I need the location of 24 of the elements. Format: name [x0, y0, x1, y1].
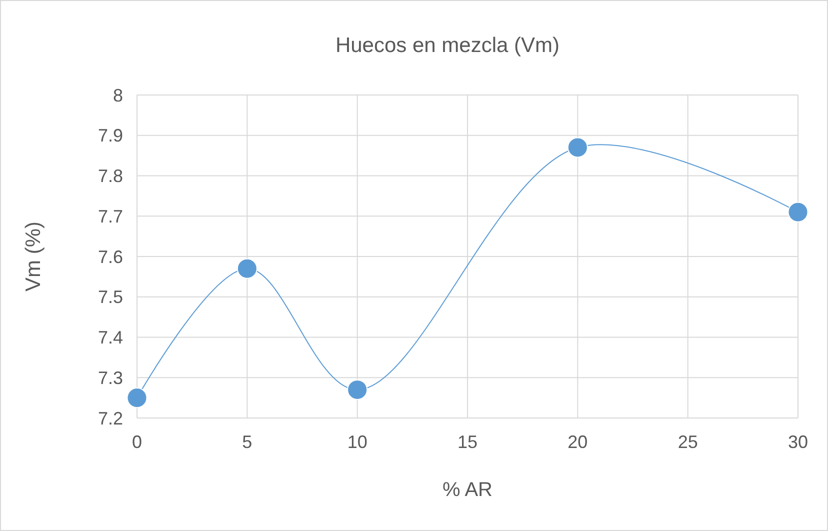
y-tick-label: 8: [112, 85, 123, 106]
y-axis-title: Vm (%): [22, 222, 45, 292]
point: [236, 258, 258, 279]
y-tick-label: 7.6: [98, 246, 123, 267]
x-tick-label: 10: [347, 432, 368, 452]
point: [567, 137, 588, 158]
x-axis-title: % AR: [442, 479, 493, 501]
x-tick-label: 5: [242, 432, 252, 452]
point: [347, 379, 368, 400]
x-tick-label: 20: [568, 432, 588, 452]
y-tick-label: 7.3: [98, 368, 123, 388]
y-tick-label: 7.9: [98, 126, 123, 146]
point: [126, 388, 148, 408]
x-tick-label: 0: [132, 432, 142, 452]
y-tick-label: 7.8: [98, 166, 123, 186]
y-tick-label: 7.5: [98, 287, 123, 308]
x-tick-label: 30: [788, 432, 808, 452]
point: [788, 202, 808, 222]
y-tick-label: 7.2: [98, 408, 123, 428]
y-tick-label: 7.7: [98, 206, 123, 226]
x-tick-label: 25: [678, 432, 698, 452]
x-tick-label: 15: [457, 432, 478, 452]
chart-title: Huecos en mezcla (Vm): [335, 34, 560, 57]
y-tick-label: 7.4: [98, 328, 123, 348]
